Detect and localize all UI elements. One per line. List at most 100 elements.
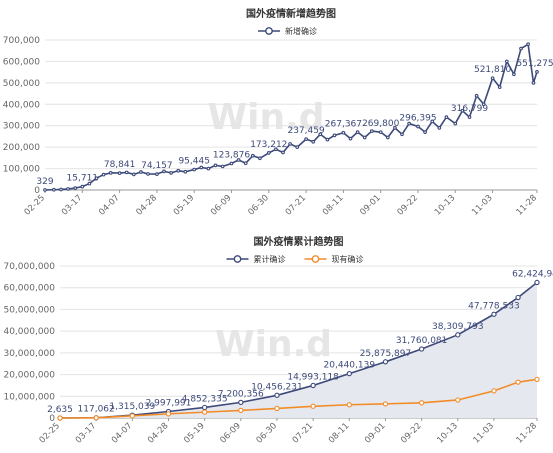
p1-point-0-34 bbox=[295, 145, 300, 149]
p2-point-1-2 bbox=[129, 413, 135, 419]
p1-xtick-8: 08-11 bbox=[321, 193, 346, 218]
p2-point-0-6 bbox=[274, 392, 280, 398]
p1-point-0-52 bbox=[430, 119, 435, 124]
p1-xtick-11: 10-13 bbox=[433, 193, 458, 218]
p1-xtick-12: 11-03 bbox=[470, 193, 495, 218]
p2-xtick-5: 06-09 bbox=[218, 421, 243, 446]
p1-point-0-39 bbox=[332, 133, 337, 138]
p1-point-0-54 bbox=[444, 115, 449, 119]
p1-data-label-9: 269,800 bbox=[362, 119, 399, 129]
p1-xtick-3: 04-28 bbox=[134, 193, 159, 218]
p1-point-0-30 bbox=[266, 151, 271, 155]
p1-point-0-13 bbox=[139, 170, 143, 174]
p2-data-label-2: 1,315,039 bbox=[109, 402, 155, 412]
p2-point-1-6 bbox=[274, 405, 280, 412]
p1-ytick-3: 300,000 bbox=[3, 122, 40, 132]
p1-point-0-14 bbox=[146, 172, 150, 176]
p2-data-label-12: 47,778,533 bbox=[468, 301, 520, 311]
p1-point-0-48 bbox=[400, 132, 404, 137]
p1-xtick-4: 05-19 bbox=[172, 193, 197, 218]
p2-xtick-3: 04-28 bbox=[146, 421, 171, 446]
p1-xtick-6: 06-30 bbox=[246, 193, 271, 218]
p2-xtick-13: 11-28 bbox=[515, 421, 540, 446]
p1-point-0-41 bbox=[348, 136, 353, 141]
p1-point-0-21 bbox=[199, 165, 204, 170]
p2-xtick-12: 11-03 bbox=[472, 421, 497, 446]
p1-xtick-13: 11-28 bbox=[515, 193, 540, 218]
p2-legend-marker-0 bbox=[233, 255, 242, 263]
p1-point-0-67 bbox=[535, 70, 539, 74]
p1-legend-marker-0 bbox=[265, 27, 273, 35]
p1-point-0-25 bbox=[229, 161, 234, 166]
p1-point-0-29 bbox=[258, 156, 262, 161]
p1-point-0-28 bbox=[250, 153, 255, 158]
p2-data-label-1: 117,062 bbox=[78, 405, 115, 415]
p1-xtick-0: 02-25 bbox=[23, 193, 48, 218]
p1-point-0-50 bbox=[416, 124, 420, 129]
p2-xtick-6: 06-30 bbox=[255, 421, 280, 446]
p2-title: 国外疫情累计趋势图 bbox=[254, 235, 344, 248]
p1-point-0-8 bbox=[101, 172, 106, 177]
p1-xtick-9: 09-01 bbox=[358, 193, 383, 218]
p1-point-0-32 bbox=[281, 150, 285, 155]
p1-point-0-6 bbox=[87, 181, 92, 186]
p1-point-0-5 bbox=[80, 184, 85, 189]
p2-point-1-7 bbox=[310, 403, 316, 409]
p1-point-0-12 bbox=[131, 172, 136, 177]
p2-point-0-14 bbox=[534, 279, 540, 286]
p1-title: 国外疫情新增趋势图 bbox=[246, 7, 336, 20]
p2-xtick-9: 09-01 bbox=[363, 421, 388, 446]
p1-point-0-31 bbox=[274, 147, 278, 152]
p1-point-0-62 bbox=[504, 59, 509, 64]
p1-data-label-8: 267,367 bbox=[325, 120, 362, 130]
p1-ytick-2: 200,000 bbox=[3, 143, 40, 153]
p1-point-0-43 bbox=[362, 135, 367, 140]
p1-point-0-56 bbox=[460, 108, 465, 113]
p2-ytick-6: 60,000,000 bbox=[3, 284, 55, 294]
p2-point-1-14 bbox=[534, 376, 540, 382]
p2-ytick-0: 0 bbox=[49, 414, 55, 424]
p1-point-0-51 bbox=[423, 130, 427, 134]
p2-point-0-10 bbox=[418, 346, 425, 352]
p1-xtick-5: 06-09 bbox=[209, 193, 234, 218]
p1-point-0-18 bbox=[176, 168, 181, 173]
p2-data-label-9: 25,875,897 bbox=[360, 349, 412, 359]
p2-data-label-5: 7,200,356 bbox=[218, 389, 264, 399]
p1-point-0-63 bbox=[512, 72, 516, 77]
p2-xtick-11: 10-13 bbox=[435, 421, 460, 446]
p1-point-0-37 bbox=[318, 132, 323, 137]
p2-xtick-8: 08-11 bbox=[327, 421, 352, 446]
p1-point-0-24 bbox=[220, 164, 225, 169]
p1-data-label-2: 78,841 bbox=[104, 160, 136, 170]
p2-point-0-13 bbox=[515, 294, 521, 301]
p1-point-0-58 bbox=[474, 93, 479, 98]
p2-point-1-0 bbox=[57, 415, 63, 421]
p2-legend-label-1: 现有确诊 bbox=[332, 254, 364, 264]
p1-point-0-1 bbox=[52, 187, 56, 192]
p2-ytick-7: 70,000,000 bbox=[3, 262, 55, 272]
p1-point-0-60 bbox=[490, 76, 495, 81]
p2-xtick-0: 02-25 bbox=[38, 421, 63, 446]
p1-point-0-66 bbox=[531, 81, 536, 85]
p2-ytick-4: 40,000,000 bbox=[3, 327, 55, 337]
p1-point-0-45 bbox=[378, 130, 383, 135]
p1-point-0-23 bbox=[213, 163, 218, 168]
p1-point-0-44 bbox=[369, 129, 374, 133]
p1-point-0-46 bbox=[385, 135, 390, 140]
p2-point-1-4 bbox=[201, 409, 208, 415]
p1-point-0-2 bbox=[59, 187, 63, 192]
p1-data-label-4: 95,445 bbox=[178, 157, 210, 167]
p1-data-label-5: 123,876 bbox=[213, 150, 250, 160]
p1-point-0-10 bbox=[117, 171, 122, 175]
p1-ytick-1: 100,000 bbox=[3, 165, 40, 175]
p2-point-1-10 bbox=[418, 400, 425, 406]
p2-point-0-7 bbox=[310, 382, 316, 389]
p1-point-0-3 bbox=[66, 187, 70, 191]
p2-point-1-11 bbox=[455, 397, 461, 403]
p1-xtick-2: 04-07 bbox=[97, 193, 122, 218]
p2-point-1-12 bbox=[491, 388, 497, 394]
p2-point-0-5 bbox=[238, 399, 244, 406]
p1-point-0-17 bbox=[169, 171, 173, 175]
p2-watermark: Win.d bbox=[215, 324, 332, 365]
p1-point-0-35 bbox=[304, 137, 308, 141]
